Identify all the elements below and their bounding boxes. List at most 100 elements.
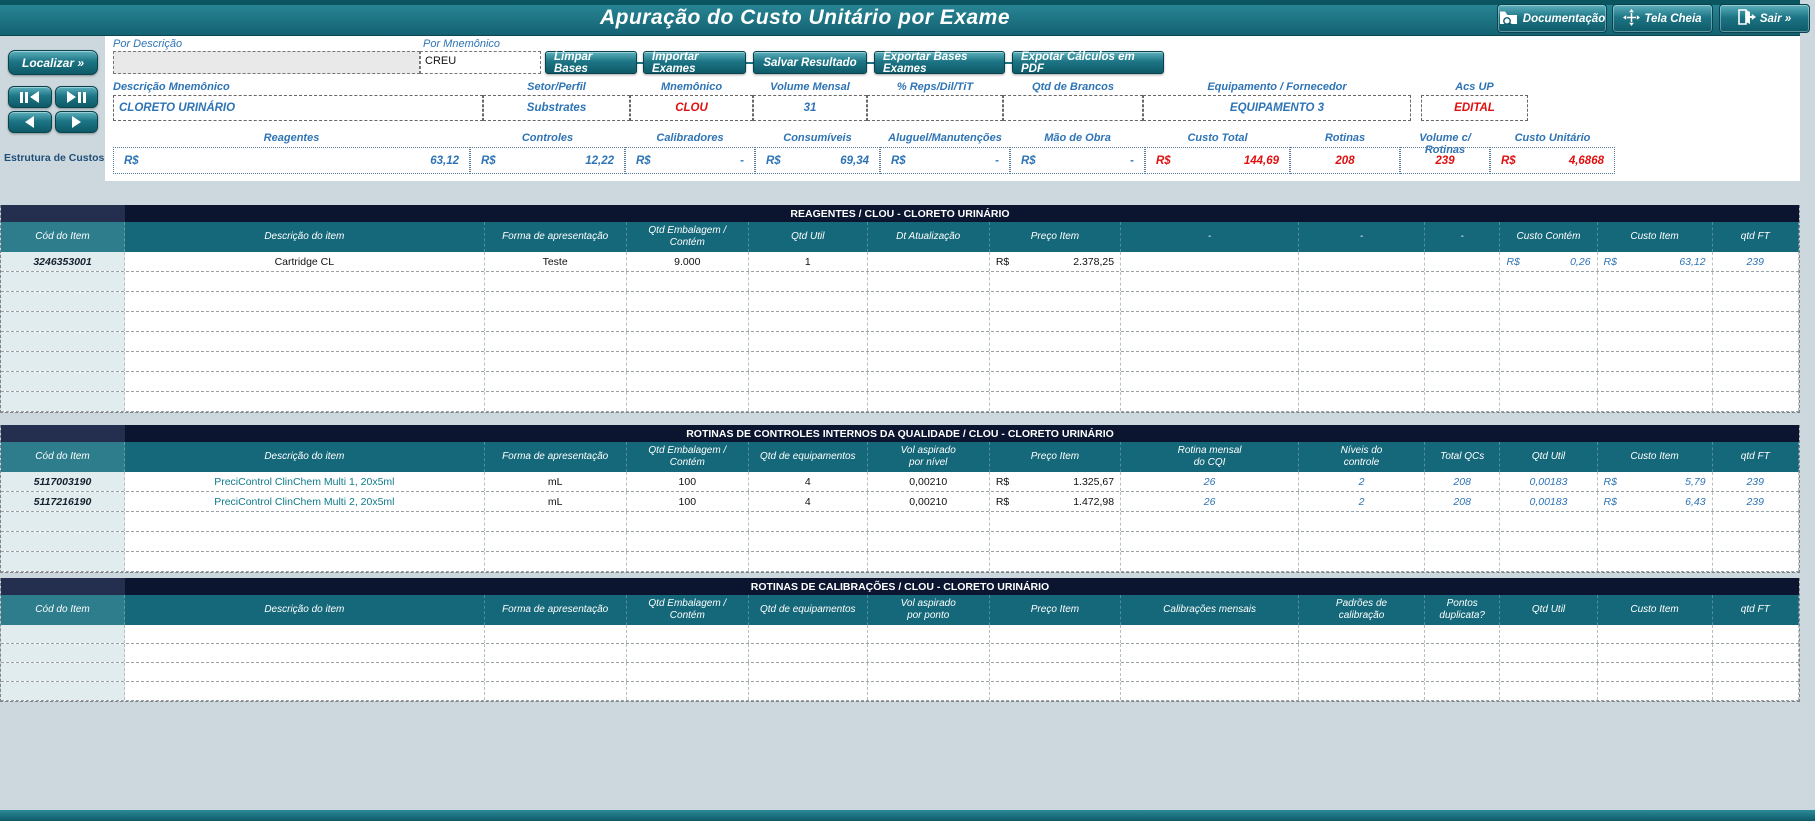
table-cell [627, 625, 749, 643]
localizar-button[interactable]: Localizar » [8, 50, 98, 75]
table-cell [485, 663, 627, 681]
table-cell [990, 392, 1122, 411]
table-cell [1121, 512, 1300, 531]
table-cell [627, 682, 749, 700]
table-cell [1299, 352, 1425, 371]
table-cell [1425, 312, 1501, 331]
table-cell: R$ 1.472,98 [990, 492, 1122, 511]
table-cell [1500, 292, 1598, 311]
table-cell [1425, 272, 1501, 291]
table-cell [1, 292, 126, 311]
table-cell [1121, 644, 1300, 662]
table-cell [1299, 552, 1425, 571]
table-cell [1500, 532, 1598, 551]
table-cell [868, 512, 990, 531]
table-body: 3246353001 Cartridge CL Teste 9.000 1 R$ 2.378… [1, 252, 1799, 412]
cost-value: 208 [1290, 147, 1400, 174]
table-cell [1299, 372, 1425, 391]
table-cell: Cód do Item [1, 595, 126, 625]
por-mnemonico-input[interactable]: CREU [420, 51, 541, 74]
table-cell: Custo Contém [1500, 222, 1598, 252]
por-mnemonico-label: Por Mnemônico [423, 38, 501, 50]
table-cell: Vol aspirado por nível [868, 442, 990, 472]
table-cell [1713, 644, 1799, 662]
left-panel: Localizar » Estrutura de Custos : [0, 36, 111, 181]
sair-button[interactable]: Sair » [1719, 4, 1810, 33]
table-cell [1425, 332, 1501, 351]
table-empty-row [1, 644, 1799, 663]
step-last-icon[interactable] [54, 86, 98, 108]
table-cell [485, 552, 627, 571]
table-empty-row [1, 352, 1799, 372]
table-cell [627, 312, 749, 331]
table-cell [868, 644, 990, 662]
cost-value: R$ - [625, 147, 755, 174]
expotar-c-lculos-em-pdf-button[interactable]: Expotar Cálculos em PDF [1012, 51, 1164, 75]
table-cell: qtd FT [1713, 595, 1799, 625]
table-header-row: Cód do Item Descrição do item Forma de apr… [1, 442, 1799, 472]
previous-icon[interactable] [8, 111, 52, 133]
table-empty-row [1, 532, 1799, 552]
table-cell [868, 392, 990, 411]
form-area: Por Descrição Por Mnemônico CREU Limpar … [105, 36, 1800, 181]
table-cell [1121, 392, 1300, 411]
table-cell: 239 [1713, 472, 1799, 491]
cost-label: Custo Unitário [1514, 132, 1591, 144]
table-cell: Qtd de equipamentos [749, 595, 868, 625]
field-label: Descrição Mnemônico [113, 81, 230, 93]
step-first-icon[interactable] [8, 86, 52, 108]
table-cell [1713, 682, 1799, 700]
data-table: ROTINAS DE CALIBRAÇÕES / CLOU - CLORETO … [0, 578, 1800, 702]
table-cell [990, 332, 1122, 351]
por-descricao-input[interactable] [113, 51, 420, 74]
field-label: % Reps/Dil/TiT [896, 81, 974, 93]
table-cell: 0,00183 [1500, 472, 1598, 491]
exit-door-icon [1738, 9, 1756, 28]
table-empty-row [1, 312, 1799, 332]
table-cell [1, 272, 126, 291]
table-cell [125, 312, 485, 331]
table-cell: Calibrações mensais [1121, 595, 1300, 625]
cost-value: R$ - [880, 147, 1010, 174]
table-cell [1, 332, 126, 351]
next-icon[interactable] [54, 111, 98, 133]
table-cell [1121, 292, 1300, 311]
table-cell: Forma de apresentação [485, 442, 627, 472]
table-cell [125, 332, 485, 351]
table-empty-row [1, 512, 1799, 532]
table-cell [1121, 663, 1300, 681]
table-cell [990, 372, 1122, 391]
table-cell [1425, 512, 1501, 531]
title-bar: Apuração do Custo Unitário por Exame Doc… [0, 0, 1810, 36]
table-cell: Teste [485, 252, 627, 271]
table-cell [749, 532, 868, 551]
table-cell [749, 625, 868, 643]
table-cell [1425, 372, 1501, 391]
table-cell [1713, 512, 1799, 531]
table-cell: 26 [1121, 492, 1300, 511]
table-cell: 208 [1425, 472, 1501, 491]
table-cell [1121, 352, 1300, 371]
table-cell [1299, 644, 1425, 662]
table-cell [627, 512, 749, 531]
salvar-resultado-button[interactable]: Salvar Resultado [753, 51, 867, 74]
table-cell: qtd FT [1713, 442, 1799, 472]
table-cell [1500, 512, 1598, 531]
table-empty-row [1, 682, 1799, 701]
documentacao-button[interactable]: Documentação [1497, 4, 1607, 33]
table-cell: R$ 63,12 [1598, 252, 1713, 271]
folder-search-icon [1499, 10, 1519, 28]
table-cell [749, 312, 868, 331]
exportar-bases-exames-button[interactable]: Exportar Bases Exames [874, 51, 1005, 75]
table-cell [868, 352, 990, 371]
limpar-bases-button[interactable]: Limpar Bases [545, 51, 637, 75]
importar-exames-button[interactable]: Importar Exames [643, 51, 746, 75]
table-cell [868, 625, 990, 643]
table-cell: Cód do Item [1, 222, 126, 252]
tela-cheia-button[interactable]: Tela Cheia [1612, 4, 1713, 33]
table-empty-row [1, 292, 1799, 312]
table-cell: 2 [1299, 492, 1425, 511]
table-cell [868, 312, 990, 331]
cost-value: 239 [1400, 147, 1490, 174]
table-cell [1598, 272, 1713, 291]
